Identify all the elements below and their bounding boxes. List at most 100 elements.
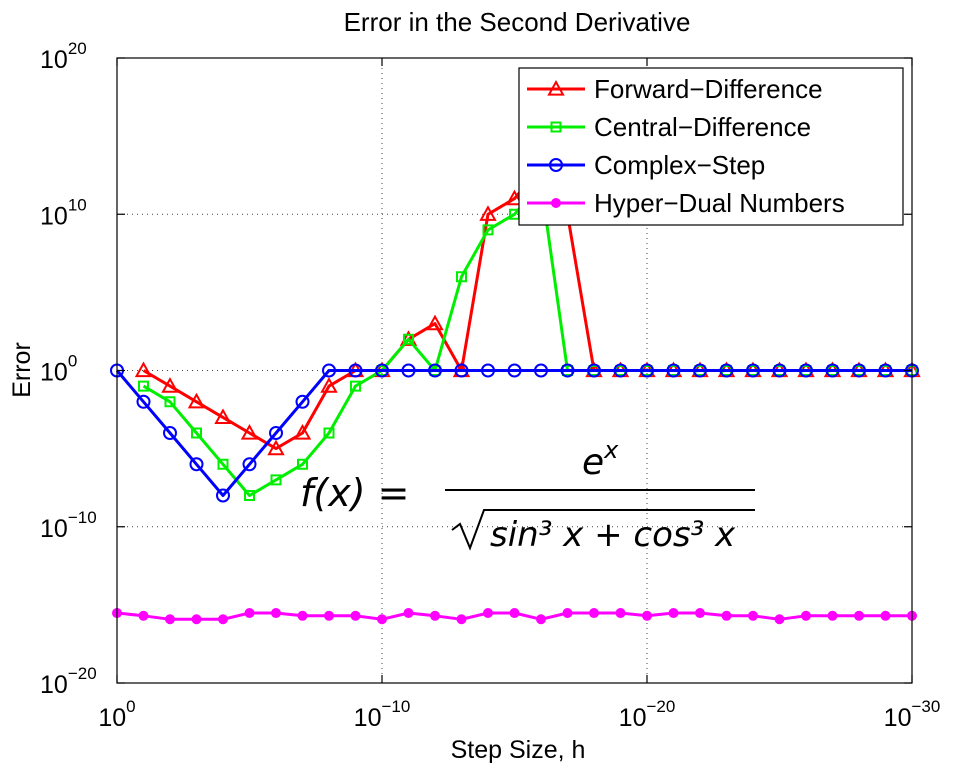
legend: Forward−Difference Central−Difference Comp… [518, 67, 904, 226]
data-point [270, 474, 282, 486]
data-point [138, 610, 149, 621]
data-point [163, 426, 177, 440]
data-point [164, 396, 176, 408]
data-point [748, 610, 758, 621]
data-point [562, 608, 573, 619]
data-point [297, 610, 308, 621]
data-point [880, 610, 891, 621]
formula-denominator: sin³ x + cos³ x [490, 515, 736, 555]
data-point [350, 610, 361, 621]
data-point [324, 610, 334, 621]
data-point [456, 614, 467, 625]
x-tick-label: 10−10 [354, 697, 411, 732]
data-point [428, 363, 442, 378]
data-point [560, 363, 575, 378]
data-point [295, 394, 310, 409]
data-point [547, 79, 565, 96]
data-point [507, 363, 522, 378]
data-point [244, 608, 255, 619]
data-point [375, 363, 389, 378]
x-axis-label: Step Size, h [451, 736, 586, 764]
data-point [878, 363, 893, 378]
data-point [549, 158, 563, 172]
legend-box [518, 67, 904, 226]
data-point [134, 361, 153, 378]
tick-marks [116, 57, 913, 684]
data-point [269, 426, 283, 440]
data-point [589, 608, 599, 619]
tick-labels: 100 10−10 10−20 10−30 1020 1010 100 10−10 10−20 [40, 39, 940, 732]
data-point [825, 363, 840, 378]
data-point [218, 614, 228, 625]
data-point [483, 608, 493, 619]
data-point [191, 614, 202, 625]
x-tick-label: 10−30 [884, 697, 941, 732]
data-point [721, 610, 732, 621]
series-3 [110, 363, 919, 503]
data-point [214, 408, 232, 424]
legend-entry: Hyper−Dual Numbers [527, 188, 845, 218]
y-tick-label: 100 [40, 352, 77, 387]
data-point [695, 608, 705, 619]
series-line [115, 369, 912, 497]
data-point [479, 205, 497, 221]
data-point [587, 363, 601, 378]
grid-lines [117, 58, 912, 683]
data-point [401, 363, 416, 378]
data-point [136, 394, 151, 409]
data-point [161, 377, 179, 393]
data-point [322, 363, 336, 378]
data-point [640, 363, 654, 378]
legend-label: Forward−Difference [594, 74, 823, 104]
data-point [536, 614, 546, 625]
x-tick-label: 100 [98, 697, 135, 732]
y-tick-label: 1020 [40, 39, 87, 74]
formula-sqrt-sign [451, 509, 755, 551]
data-point [240, 423, 259, 440]
data-point [772, 363, 787, 378]
x-tick-label: 10−20 [619, 697, 676, 732]
data-point [551, 198, 561, 208]
data-point [550, 121, 562, 133]
series-4 [112, 608, 917, 625]
data-point [482, 224, 494, 236]
data-point [746, 363, 760, 378]
legend-entry: Complex−Step [527, 150, 765, 180]
legend-entry: Forward−Difference [527, 74, 823, 104]
data-point [165, 614, 175, 625]
data-point [719, 363, 734, 378]
data-point [320, 377, 338, 393]
data-point [642, 610, 652, 621]
data-point [242, 457, 257, 472]
data-point [852, 363, 866, 378]
data-point [377, 614, 387, 625]
data-point [668, 608, 679, 619]
data-point [454, 363, 469, 378]
data-point [505, 189, 524, 206]
legend-entry: Central−Difference [527, 112, 811, 142]
legend-label: Hyper−Dual Numbers [594, 188, 845, 218]
formula-annotation: f(x) = ex sin³ x + cos³ x [300, 436, 755, 555]
data-point [799, 363, 813, 378]
data-point [267, 439, 285, 456]
data-point [244, 490, 255, 501]
data-point [323, 427, 335, 439]
data-point [403, 608, 414, 619]
formula-numerator: ex [582, 436, 619, 483]
data-point [774, 614, 785, 625]
y-tick-label: 10−10 [40, 508, 97, 543]
data-point [801, 610, 811, 621]
data-point [693, 363, 707, 378]
data-point [509, 608, 520, 619]
y-tick-label: 10−20 [40, 664, 97, 699]
data-point [615, 608, 626, 619]
data-point [481, 363, 495, 378]
data-point [426, 314, 444, 331]
data-point [191, 427, 202, 439]
data-point [348, 363, 363, 378]
data-point [187, 392, 206, 409]
data-point [293, 423, 312, 440]
data-point [217, 458, 229, 470]
data-point [534, 363, 548, 378]
